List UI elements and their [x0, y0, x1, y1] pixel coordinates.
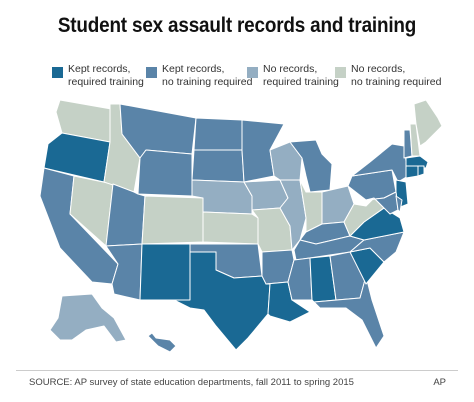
state-KS — [202, 211, 259, 245]
state-OR — [43, 132, 111, 183]
legend-swatch — [247, 67, 258, 78]
state-HI — [147, 332, 177, 353]
legend-label: No records, no training required — [351, 63, 442, 88]
credit: AP — [433, 377, 446, 388]
us-state-map — [39, 99, 443, 353]
state-SD — [191, 149, 245, 183]
map-title: Student sex assault records and training — [57, 14, 417, 37]
state-TX — [173, 251, 271, 351]
state-RI — [417, 165, 425, 177]
state-CO — [141, 195, 204, 245]
legend-swatch — [52, 67, 63, 78]
state-ME — [413, 99, 443, 147]
legend-label: No records, required training — [263, 63, 339, 88]
state-CT — [405, 165, 419, 179]
state-DE — [395, 195, 403, 213]
state-ND — [193, 117, 243, 151]
legend-label: Kept records, required training — [68, 63, 144, 88]
state-MA — [405, 155, 429, 169]
state-MS — [287, 257, 313, 301]
legend-swatch — [146, 67, 157, 78]
source-note: SOURCE: AP survey of state education dep… — [29, 377, 354, 388]
state-AK — [49, 293, 127, 343]
footer-divider — [16, 370, 458, 371]
state-WY — [137, 149, 193, 197]
state-NM — [139, 243, 191, 301]
state-FL — [313, 275, 385, 349]
legend-label: Kept records, no training required — [162, 63, 253, 88]
legend: Kept records, required training Kept reco… — [52, 63, 452, 93]
state-MD — [365, 191, 399, 215]
legend-swatch — [335, 67, 346, 78]
